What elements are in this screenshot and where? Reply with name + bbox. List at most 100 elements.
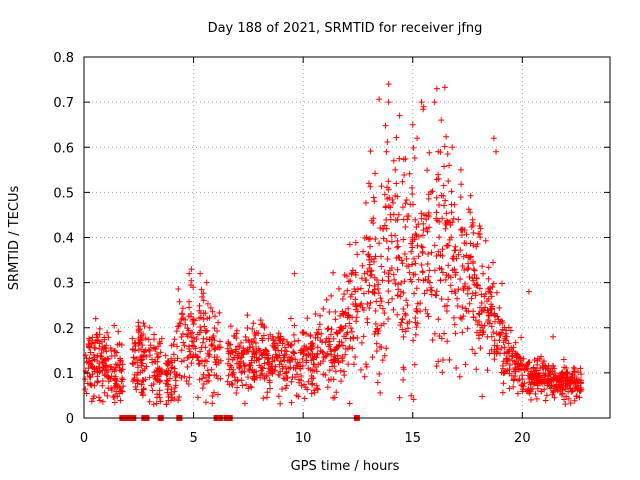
data-point	[91, 365, 98, 372]
data-point	[108, 363, 115, 370]
data-point	[149, 359, 156, 366]
data-point	[288, 378, 295, 385]
data-point	[488, 293, 495, 300]
data-point	[297, 349, 304, 356]
data-point	[402, 310, 409, 317]
data-point	[308, 346, 315, 353]
data-point	[393, 180, 400, 187]
data-point	[202, 310, 209, 317]
data-point	[274, 342, 281, 349]
data-point	[394, 244, 401, 251]
data-point	[381, 222, 388, 229]
data-point	[263, 394, 270, 401]
data-point	[367, 243, 374, 250]
data-point	[279, 386, 286, 393]
data-point	[409, 121, 416, 128]
data-point	[408, 392, 415, 399]
data-point	[447, 282, 454, 289]
data-point	[509, 352, 516, 359]
data-point	[385, 315, 392, 322]
data-point	[120, 383, 127, 390]
data-point	[96, 368, 103, 375]
data-point	[465, 260, 472, 267]
data-point	[385, 186, 392, 193]
data-point	[546, 370, 553, 377]
data-point	[418, 210, 425, 217]
data-point	[103, 362, 110, 369]
data-point	[384, 255, 391, 262]
data-point	[411, 155, 418, 162]
data-point	[577, 380, 584, 387]
data-point	[548, 382, 555, 389]
data-point	[372, 307, 379, 314]
data-point	[400, 305, 407, 312]
data-point	[560, 356, 567, 363]
data-point	[502, 337, 509, 344]
data-point	[498, 345, 505, 352]
data-point	[457, 276, 464, 283]
data-point	[238, 369, 245, 376]
data-point	[100, 346, 107, 353]
data-point	[88, 363, 95, 370]
data-point	[439, 369, 446, 376]
data-point	[202, 357, 209, 364]
data-point	[437, 149, 444, 156]
data-point	[231, 354, 238, 361]
data-point	[458, 181, 465, 188]
data-point	[485, 275, 492, 282]
data-point	[503, 360, 510, 367]
data-point	[339, 357, 346, 364]
data-point	[388, 238, 395, 245]
data-point	[464, 266, 471, 273]
data-point	[239, 382, 246, 389]
data-point	[572, 379, 579, 386]
data-point	[174, 355, 181, 362]
data-point	[341, 372, 348, 379]
data-point	[216, 338, 223, 345]
data-point	[367, 183, 374, 190]
data-point	[383, 148, 390, 155]
data-point	[198, 286, 205, 293]
data-point	[194, 331, 201, 338]
data-point	[341, 291, 348, 298]
data-point	[241, 363, 248, 370]
data-point	[376, 302, 383, 309]
data-point	[316, 321, 323, 328]
data-point	[458, 232, 465, 239]
data-point	[466, 273, 473, 280]
data-point	[163, 401, 170, 408]
data-point	[151, 345, 158, 352]
data-point	[571, 397, 578, 404]
data-point	[162, 352, 169, 359]
data-point	[313, 354, 320, 361]
data-point	[159, 368, 166, 375]
data-point	[99, 398, 106, 405]
data-point	[326, 341, 333, 348]
data-point	[497, 350, 504, 357]
data-point	[164, 361, 171, 368]
data-point	[399, 315, 406, 322]
data-point	[367, 299, 374, 306]
data-point	[105, 366, 112, 373]
data-point	[576, 394, 583, 401]
data-point	[344, 287, 351, 294]
data-point	[92, 315, 99, 322]
data-point	[354, 308, 361, 315]
data-point	[464, 325, 471, 332]
data-point	[310, 361, 317, 368]
data-point	[92, 345, 99, 352]
data-point	[385, 299, 392, 306]
data-point	[475, 335, 482, 342]
data-point	[485, 264, 492, 271]
data-point	[384, 138, 391, 145]
data-point	[532, 390, 539, 397]
data-point	[441, 330, 448, 337]
data-point	[401, 278, 408, 285]
data-point	[453, 255, 460, 262]
data-point	[357, 302, 364, 309]
data-point	[323, 335, 330, 342]
data-point	[474, 321, 481, 328]
data-point	[474, 240, 481, 247]
data-point	[440, 357, 447, 364]
data-point	[402, 312, 409, 319]
